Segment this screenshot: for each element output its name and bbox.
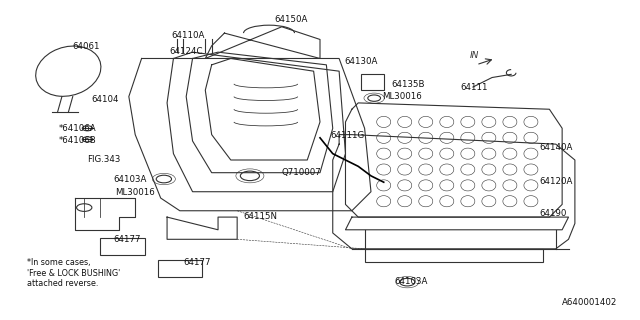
Text: 64135B: 64135B	[392, 80, 425, 89]
Text: *64106B: *64106B	[59, 136, 97, 145]
Text: A640001402: A640001402	[562, 298, 618, 307]
Text: 64150A: 64150A	[275, 15, 308, 24]
Text: IN: IN	[470, 52, 479, 60]
Text: 64104: 64104	[92, 95, 119, 104]
Text: 64115N: 64115N	[244, 212, 278, 221]
Text: 64103A: 64103A	[394, 277, 428, 286]
Text: 64124C: 64124C	[170, 47, 203, 56]
Text: 64177: 64177	[183, 258, 211, 267]
Text: FIG.343: FIG.343	[88, 155, 121, 164]
Text: ML30016: ML30016	[115, 188, 155, 197]
Text: 64111: 64111	[460, 84, 488, 92]
Text: 64177: 64177	[113, 236, 140, 244]
Text: 64061: 64061	[73, 42, 100, 51]
Text: ML30016: ML30016	[383, 92, 422, 101]
Text: Q710007: Q710007	[282, 168, 321, 177]
Text: 64120A: 64120A	[540, 177, 573, 186]
Text: 64103A: 64103A	[113, 175, 147, 185]
Text: 64111G: 64111G	[331, 131, 365, 140]
Text: 64140A: 64140A	[540, 143, 573, 152]
Text: *64106A: *64106A	[59, 124, 97, 133]
Text: 64130A: 64130A	[344, 57, 378, 66]
Text: 64190: 64190	[540, 209, 567, 218]
Text: *In some cases,
'Free & LOCK BUSHING'
attached reverse.: *In some cases, 'Free & LOCK BUSHING' at…	[27, 258, 120, 288]
Text: 64110A: 64110A	[172, 31, 205, 40]
